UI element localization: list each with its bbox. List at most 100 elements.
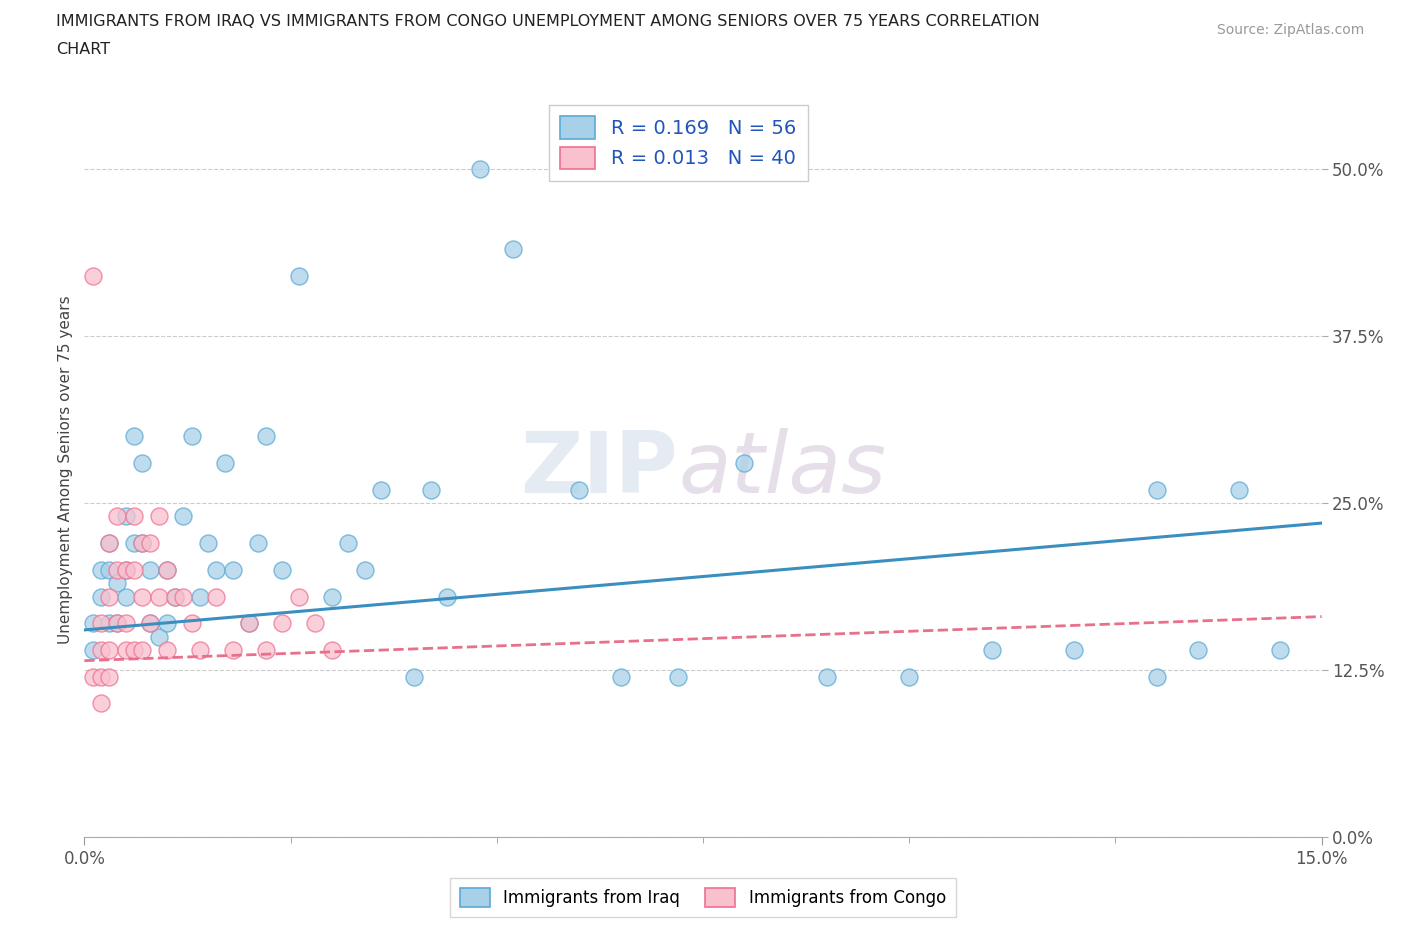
Point [156, 616, 179, 631]
Point [1146, 670, 1168, 684]
Point [419, 483, 441, 498]
Point [1187, 643, 1209, 658]
Point [980, 643, 1002, 658]
Point [148, 589, 170, 604]
Point [114, 589, 136, 604]
Point [90, 616, 112, 631]
Point [105, 616, 128, 631]
Point [114, 643, 136, 658]
Point [288, 269, 311, 284]
Legend: Immigrants from Iraq, Immigrants from Congo: Immigrants from Iraq, Immigrants from Co… [450, 878, 956, 917]
Legend: R = 0.169   N = 56, R = 0.013   N = 40: R = 0.169 N = 56, R = 0.013 N = 40 [548, 105, 808, 180]
Point [139, 616, 162, 631]
Point [122, 509, 145, 524]
Point [337, 536, 360, 551]
Point [90, 643, 112, 658]
Point [90, 563, 112, 578]
Point [353, 563, 375, 578]
Point [165, 589, 187, 604]
Point [114, 616, 136, 631]
Point [271, 616, 294, 631]
Point [172, 509, 194, 524]
Point [172, 589, 194, 604]
Point [238, 616, 260, 631]
Point [148, 509, 170, 524]
Point [139, 616, 162, 631]
Point [148, 630, 170, 644]
Point [131, 456, 153, 471]
Point [1270, 643, 1292, 658]
Point [90, 589, 112, 604]
Point [165, 589, 187, 604]
Point [98, 536, 121, 551]
Point [114, 509, 136, 524]
Point [98, 670, 121, 684]
Point [321, 643, 343, 658]
Point [370, 483, 392, 498]
Point [205, 563, 228, 578]
Point [105, 576, 128, 591]
Point [98, 589, 121, 604]
Point [1063, 643, 1085, 658]
Point [568, 483, 591, 498]
Point [139, 563, 162, 578]
Text: atlas: atlas [678, 428, 886, 512]
Point [98, 536, 121, 551]
Point [188, 589, 211, 604]
Point [82, 643, 104, 658]
Y-axis label: Unemployment Among Seniors over 75 years: Unemployment Among Seniors over 75 years [58, 296, 73, 644]
Point [254, 643, 277, 658]
Point [180, 429, 202, 444]
Point [205, 589, 228, 604]
Point [98, 643, 121, 658]
Point [815, 670, 838, 684]
Point [222, 643, 245, 658]
Point [898, 670, 921, 684]
Point [156, 563, 179, 578]
Point [90, 696, 112, 711]
Point [105, 616, 128, 631]
Point [188, 643, 211, 658]
Text: ZIP: ZIP [520, 428, 678, 512]
Point [609, 670, 631, 684]
Point [131, 536, 153, 551]
Point [139, 536, 162, 551]
Point [733, 456, 755, 471]
Point [122, 429, 145, 444]
Point [105, 509, 128, 524]
Point [82, 670, 104, 684]
Point [246, 536, 269, 551]
Point [1146, 483, 1168, 498]
Point [98, 616, 121, 631]
Point [404, 670, 426, 684]
Point [114, 563, 136, 578]
Text: Source: ZipAtlas.com: Source: ZipAtlas.com [1216, 23, 1364, 37]
Point [502, 242, 524, 257]
Point [470, 162, 492, 177]
Point [666, 670, 689, 684]
Point [271, 563, 294, 578]
Text: CHART: CHART [56, 42, 110, 57]
Point [156, 643, 179, 658]
Point [131, 589, 153, 604]
Point [1227, 483, 1250, 498]
Point [82, 616, 104, 631]
Point [321, 589, 343, 604]
Point [131, 536, 153, 551]
Point [222, 563, 245, 578]
Point [122, 536, 145, 551]
Point [304, 616, 326, 631]
Point [90, 670, 112, 684]
Point [82, 269, 104, 284]
Point [254, 429, 277, 444]
Point [98, 563, 121, 578]
Point [238, 616, 260, 631]
Point [288, 589, 311, 604]
Text: IMMIGRANTS FROM IRAQ VS IMMIGRANTS FROM CONGO UNEMPLOYMENT AMONG SENIORS OVER 75: IMMIGRANTS FROM IRAQ VS IMMIGRANTS FROM … [56, 14, 1040, 29]
Point [156, 563, 179, 578]
Point [180, 616, 202, 631]
Point [436, 589, 458, 604]
Point [197, 536, 219, 551]
Point [105, 563, 128, 578]
Point [114, 563, 136, 578]
